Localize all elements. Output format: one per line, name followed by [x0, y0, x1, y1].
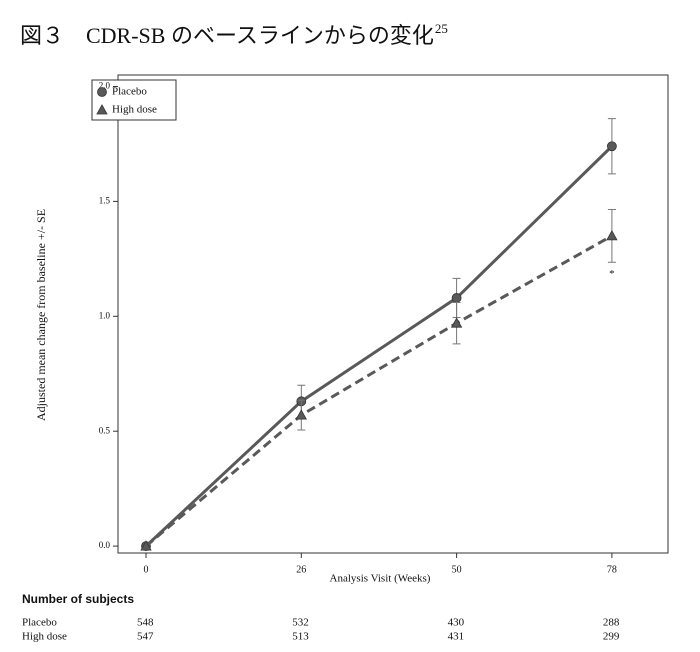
- x-tick-label: 0: [144, 564, 149, 575]
- x-axis-label: Analysis Visit (Weeks): [330, 573, 431, 585]
- table-title: Number of subjects: [22, 592, 134, 606]
- series-line: [145, 234, 613, 548]
- title-superscript: 25: [435, 21, 448, 36]
- chart-title: 図３ CDR-SB のベースラインからの変化: [20, 23, 434, 48]
- series-line: [144, 145, 613, 548]
- plot-frame: [117, 74, 669, 554]
- data-point: [451, 293, 462, 303]
- table-row-label: Placebo: [22, 617, 57, 629]
- y-tick-label: 0.5: [99, 425, 111, 435]
- legend-marker: [97, 87, 107, 97]
- data-point: [607, 141, 617, 152]
- x-tick-label: 26: [296, 564, 306, 575]
- data-point: [450, 317, 463, 328]
- y-axis-label: Adjusted mean change from baseline +/- S…: [34, 209, 48, 421]
- table-cell: 430: [448, 617, 465, 629]
- table-cell: 547: [137, 631, 154, 643]
- table-cell: 299: [603, 631, 620, 643]
- x-tick-label: 50: [452, 564, 462, 575]
- y-tick-label: 0.0: [99, 540, 111, 550]
- legend-label: Placebo: [112, 86, 147, 98]
- table-cell: 513: [292, 631, 309, 643]
- legend-label: High dose: [112, 104, 157, 116]
- data-point: [606, 230, 618, 241]
- data-point: [140, 540, 152, 551]
- legend-marker: [96, 104, 108, 115]
- table-cell: 288: [603, 617, 620, 629]
- x-tick-label: 78: [607, 564, 617, 575]
- table-cell: 431: [448, 631, 465, 643]
- y-tick-label: 2.0: [99, 81, 111, 91]
- table-cell: 548: [137, 617, 154, 629]
- y-tick-label: 1.0: [99, 310, 111, 320]
- data-point: [295, 409, 307, 420]
- table-row-label: High dose: [22, 631, 67, 643]
- annotation: *: [609, 268, 615, 280]
- y-tick-label: 1.5: [99, 195, 111, 205]
- table-cell: 532: [292, 617, 309, 629]
